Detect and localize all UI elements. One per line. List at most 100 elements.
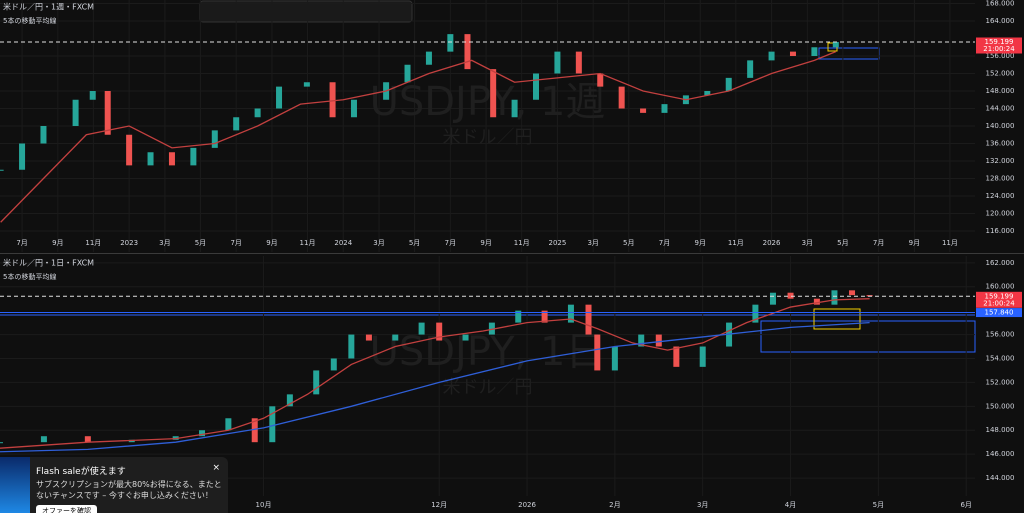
- x-tick-label: 5月: [837, 239, 848, 247]
- candle: [661, 104, 668, 113]
- y-tick-label: 140.000: [986, 122, 1015, 130]
- x-tick-label: 2月: [609, 501, 620, 509]
- x-tick-label: 4月: [785, 501, 796, 509]
- candle: [490, 69, 497, 118]
- x-tick-label: 3月: [697, 501, 708, 509]
- candle: [655, 334, 662, 347]
- candle: [769, 292, 776, 305]
- x-tick-label: 11月: [942, 239, 958, 247]
- popup-title: Flash saleが使えます: [36, 467, 126, 477]
- x-tick-label: 7月: [16, 239, 27, 247]
- x-tick-label: 7月: [873, 239, 884, 247]
- y-tick-label: 116.000: [986, 227, 1015, 235]
- x-tick-label: 11月: [300, 239, 316, 247]
- candle: [404, 64, 411, 83]
- close-button[interactable]: ×: [212, 463, 220, 473]
- candle: [515, 310, 522, 323]
- y-tick-label: 156.000: [986, 52, 1015, 60]
- x-tick-label: 9月: [480, 239, 491, 247]
- watermark-name: 米ドル／円: [443, 377, 533, 398]
- watermark: USDJPY, 1週: [370, 79, 606, 125]
- y-tick-label: 120.000: [986, 210, 1015, 218]
- candle: [348, 334, 355, 359]
- x-tick-label: 5月: [195, 239, 206, 247]
- candle: [752, 304, 759, 323]
- price-tag: [976, 308, 1022, 318]
- offer-button[interactable]: オファーを確認: [36, 505, 97, 513]
- x-tick-label: 9月: [909, 239, 920, 247]
- x-tick-label: 2025: [549, 239, 567, 247]
- candle: [276, 86, 283, 109]
- candle: [233, 117, 240, 131]
- candle: [594, 334, 601, 371]
- price-label: 159.199: [985, 292, 1014, 300]
- candle: [126, 134, 133, 166]
- candle: [436, 322, 443, 341]
- candle: [330, 358, 337, 371]
- candle: [168, 152, 175, 166]
- zone-box: [813, 308, 861, 330]
- price-tag: [976, 37, 1022, 54]
- y-tick-label: 148.000: [986, 87, 1015, 95]
- y-tick-label: 132.000: [986, 157, 1015, 165]
- y-tick-label: 168.000: [986, 0, 1015, 8]
- x-tick-label: 7月: [659, 239, 670, 247]
- y-tick-label: 136.000: [986, 140, 1015, 148]
- pane: 144.000 146.000 148.000 150.000 152.000 154.0…: [0, 256, 1022, 509]
- candle: [447, 34, 454, 52]
- countdown: 21:00:24: [983, 299, 1015, 307]
- x-tick-label: 7月: [230, 239, 241, 247]
- candle: [190, 147, 197, 166]
- x-tick-label: 3月: [587, 239, 598, 247]
- candle: [147, 152, 154, 166]
- symbol-title: 米ドル／円・1日・FXCM: [3, 258, 94, 268]
- price-label: 159.199: [985, 38, 1014, 46]
- candle: [699, 346, 706, 367]
- candle: [575, 51, 582, 74]
- candle: [789, 51, 796, 56]
- x-tick-label: 9月: [266, 239, 277, 247]
- candle: [673, 346, 680, 367]
- y-tick-label: 128.000: [986, 175, 1015, 183]
- y-tick-label: 154.000: [986, 354, 1015, 362]
- candle: [597, 73, 604, 87]
- drawing-toolbar[interactable]: [199, 0, 413, 23]
- x-tick-label: 2024: [334, 239, 352, 247]
- watermark: USDJPY, 1日: [370, 329, 606, 375]
- candle: [488, 322, 495, 335]
- indicator-name: 5本の移動平均線: [3, 16, 56, 25]
- candle: [640, 108, 647, 113]
- candle: [19, 143, 26, 170]
- candle: [567, 304, 574, 323]
- y-tick-label: 144.000: [986, 474, 1015, 482]
- candle: [329, 82, 336, 118]
- candle: [533, 73, 540, 100]
- x-tick-label: 2023: [120, 239, 138, 247]
- candle: [585, 304, 592, 335]
- moving-average: [0, 321, 870, 453]
- candle: [832, 42, 839, 48]
- y-tick-label: 152.000: [986, 378, 1015, 386]
- candle: [286, 394, 293, 407]
- candle: [365, 334, 372, 341]
- x-tick-label: 2026: [518, 501, 536, 509]
- zone-box: [760, 320, 976, 353]
- candle: [0, 442, 3, 444]
- y-tick-label: 148.000: [986, 426, 1015, 434]
- popup-line: ないチャンスです – 今すぐお申し込みください！: [36, 491, 213, 500]
- candle: [313, 370, 320, 395]
- candle: [511, 99, 518, 118]
- popup-line: サブスクリプションが最大80%お得になる、またと: [36, 480, 222, 489]
- candle: [787, 292, 794, 299]
- x-tick-label: 11月: [85, 239, 101, 247]
- candle: [104, 91, 111, 135]
- x-tick-label: 5月: [623, 239, 634, 247]
- x-tick-label: 5月: [409, 239, 420, 247]
- y-tick-label: 150.000: [986, 402, 1015, 410]
- countdown: 21:00:24: [983, 45, 1015, 53]
- moving-average: [0, 51, 837, 223]
- y-tick-label: 160.000: [986, 283, 1015, 291]
- y-tick-label: 162.000: [986, 259, 1015, 267]
